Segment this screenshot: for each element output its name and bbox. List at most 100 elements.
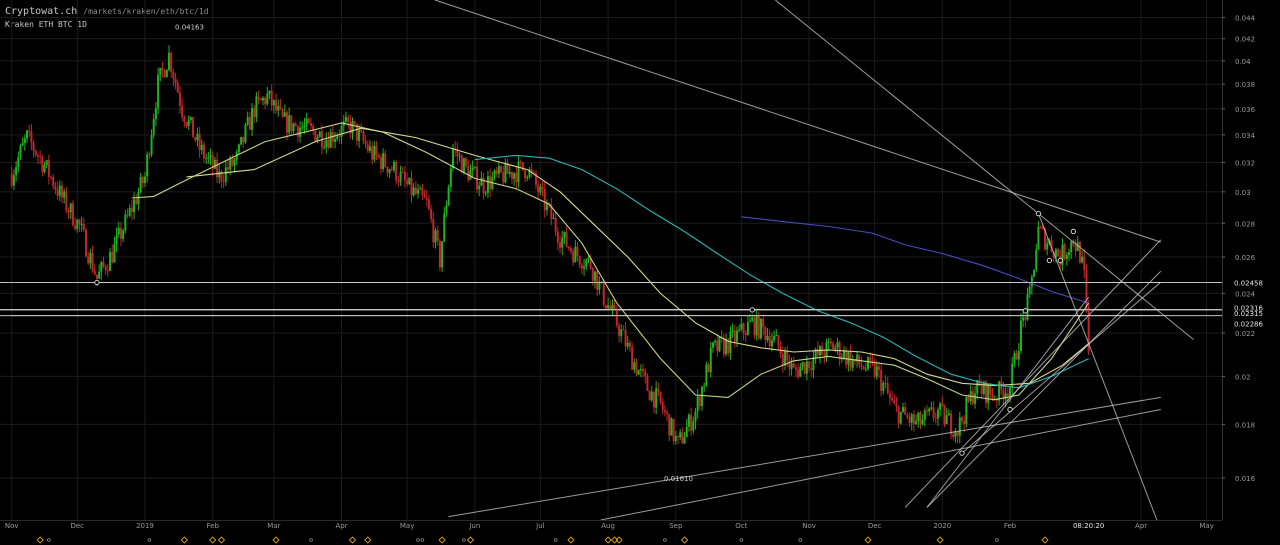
candle-up	[954, 431, 957, 437]
candle-up	[1009, 387, 1012, 397]
candle-down	[829, 341, 832, 344]
news-marker	[309, 538, 313, 542]
candle-up	[43, 165, 46, 172]
candle-down	[119, 227, 122, 239]
trendline	[774, 0, 1194, 340]
candle-up	[288, 115, 291, 133]
candle-down	[106, 270, 109, 272]
candle-down	[615, 308, 618, 326]
candle-up	[1037, 226, 1040, 250]
candle-down	[676, 435, 679, 438]
candle-down	[460, 155, 463, 173]
candle-down	[495, 170, 498, 174]
candle-up	[679, 432, 682, 438]
candle-down	[668, 414, 671, 436]
candle-up	[113, 244, 116, 263]
candle-up	[100, 262, 103, 272]
candle-down	[397, 181, 400, 183]
candle-up	[921, 419, 924, 425]
y-tick-label: 0.04	[1235, 58, 1251, 66]
candle-down	[436, 230, 439, 241]
candle-down	[476, 166, 479, 190]
candle-down	[174, 78, 177, 84]
candle-down	[482, 177, 485, 194]
candle-down	[181, 105, 184, 117]
candle-up	[930, 407, 933, 409]
event-marker	[364, 536, 372, 544]
y-tick-label: 0.026	[1235, 254, 1256, 262]
candle-down	[762, 318, 765, 328]
candle-up	[650, 391, 653, 401]
candle-down	[141, 176, 144, 184]
news-marker	[420, 538, 425, 542]
candle-up	[480, 177, 483, 186]
candle-up	[882, 383, 885, 391]
candle-down	[510, 171, 513, 179]
candle-up	[867, 357, 870, 369]
candle-down	[130, 207, 133, 212]
candle-down	[54, 186, 57, 190]
candle-down	[312, 125, 315, 131]
candle-down	[111, 252, 114, 263]
candle-up	[683, 437, 686, 444]
candle-down	[963, 421, 966, 424]
candle-up	[563, 231, 566, 238]
candle-up	[471, 167, 474, 171]
trendline	[926, 270, 1162, 508]
candle-up	[146, 154, 149, 177]
candle-up	[316, 137, 319, 142]
candle-up	[738, 329, 741, 331]
trendline	[961, 281, 1162, 454]
x-tick-label: Feb	[207, 522, 220, 530]
candle-down	[764, 327, 767, 341]
candle-up	[336, 136, 339, 139]
candle-up	[26, 130, 29, 139]
event-marker	[604, 536, 612, 544]
candle-up	[412, 187, 415, 196]
candle-up	[851, 359, 854, 368]
candle-up	[447, 187, 450, 206]
candle-down	[259, 98, 262, 101]
candle-up	[486, 176, 489, 193]
candle-up	[875, 366, 878, 377]
candle-up	[513, 173, 516, 179]
event-marker	[1041, 536, 1049, 544]
candle-down	[912, 414, 915, 424]
candle-up	[775, 335, 778, 337]
candle-up	[790, 363, 793, 369]
candle-down	[635, 362, 638, 375]
candle-up	[283, 112, 286, 117]
candle-up	[709, 347, 712, 373]
candle-down	[65, 191, 68, 211]
candle-up	[598, 281, 601, 290]
event-marker	[615, 536, 623, 544]
x-tick-label: May	[1199, 522, 1213, 530]
x-tick-label: Dec	[868, 522, 882, 530]
candle-up	[766, 335, 769, 341]
candle-down	[1052, 251, 1055, 258]
candles	[10, 45, 1090, 445]
candle-down	[794, 367, 797, 370]
candle-down	[810, 368, 813, 371]
candle-down	[28, 130, 31, 132]
candle-up	[1035, 249, 1038, 270]
candle-up	[15, 167, 18, 176]
x-tick-label: Nov	[5, 522, 19, 530]
candle-up	[1026, 294, 1029, 320]
event-marker	[936, 536, 944, 544]
candle-up	[388, 169, 391, 173]
candle-up	[526, 176, 529, 179]
candle-down	[532, 172, 535, 174]
candle-down	[672, 418, 675, 442]
event-marker	[272, 536, 280, 544]
candle-down	[360, 129, 363, 132]
candle-down	[845, 350, 848, 365]
candle-down	[652, 391, 655, 408]
candle-up	[1065, 255, 1068, 259]
moving-average-ma_teal	[474, 154, 1089, 389]
candle-down	[832, 343, 835, 350]
level-label: 0.02315	[1234, 310, 1263, 318]
candle-down	[666, 412, 669, 415]
candle-down	[30, 131, 33, 143]
